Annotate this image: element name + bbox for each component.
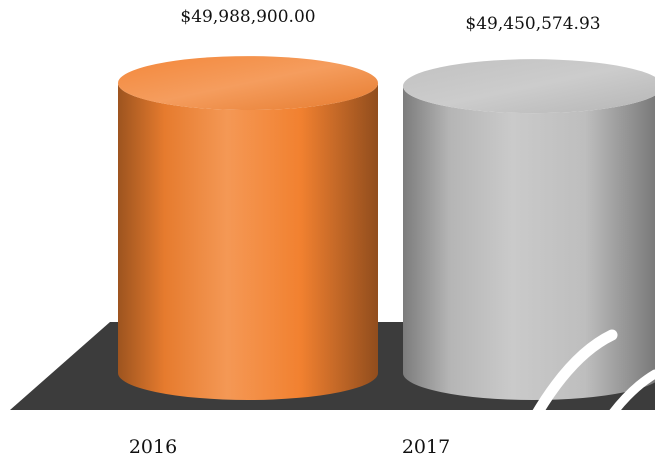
bar-2017 <box>403 86 655 400</box>
x-tick-label-2016: 2016 <box>129 436 177 458</box>
data-labels-group: $49,988,900.00 $49,450,574.93 <box>180 7 600 34</box>
bar-top-2016 <box>118 56 378 111</box>
data-label-2016: $49,988,900.00 <box>180 7 315 27</box>
bars-group <box>118 56 655 400</box>
watermark-mark <box>509 329 655 460</box>
bar-top-2017 <box>403 59 655 114</box>
bar-2016 <box>118 83 378 400</box>
watermark-arc <box>509 329 618 460</box>
x-axis-tick-labels: 2016 2017 <box>129 436 450 458</box>
watermark-arc-2 <box>583 369 655 457</box>
x-tick-label-2017: 2017 <box>402 436 450 458</box>
data-label-2017: $49,450,574.93 <box>465 14 600 34</box>
